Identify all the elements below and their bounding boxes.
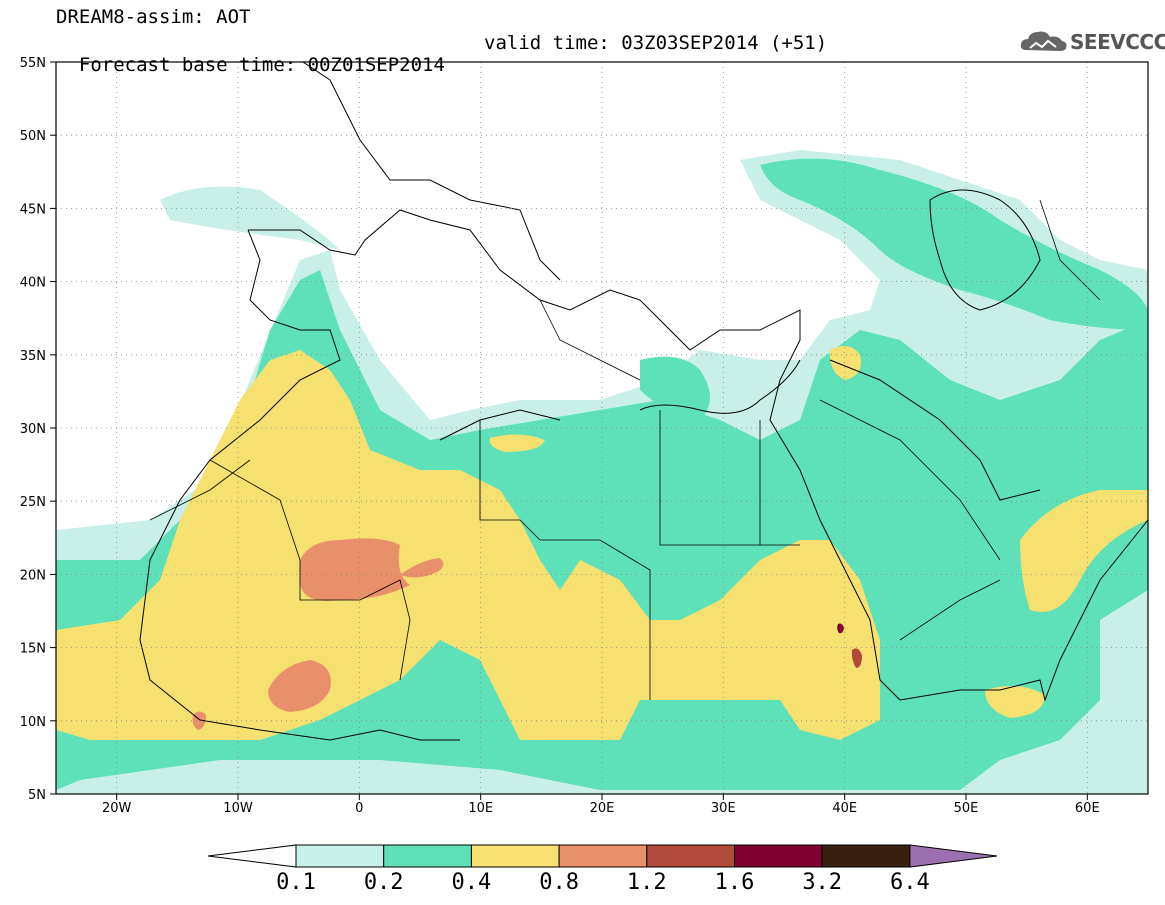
y-tick-40n: 40N <box>20 276 46 291</box>
tick-marks <box>50 61 1088 800</box>
colorbar-label-3.2: 3.2 <box>802 870 843 895</box>
colorbar-bin-0.8-1.2 <box>558 844 648 868</box>
graticule <box>56 62 1148 794</box>
y-tick-labels: 5N 10N 15N 20N 25N 30N 35N 40N 45N 50N 5… <box>20 56 46 803</box>
aot-contour-0.4 <box>56 346 1148 740</box>
colorbar-under-triangle <box>207 844 297 868</box>
forecast-time-line: Forecast base time: 00Z01SEP2014 valid t… <box>56 32 827 98</box>
map-title: DREAM8-assim: AOT <box>56 6 251 28</box>
colorbar-label-1.6: 1.6 <box>714 870 755 895</box>
y-tick-15n: 15N <box>20 642 46 657</box>
colorbar-bin-0.2-0.4 <box>383 844 472 868</box>
y-tick-35n: 35N <box>20 349 46 364</box>
seevccc-logo: SEEVCCC <box>1018 26 1165 56</box>
colorbar-bin-0.1-0.2 <box>295 844 385 868</box>
logo-text: SEEVCCC <box>1070 30 1165 54</box>
colorbar-label-6.4: 6.4 <box>890 870 930 895</box>
colorbar-label-0.1: 0.1 <box>276 870 316 895</box>
colorbar-label-0.4: 0.4 <box>451 870 492 895</box>
x-tick-labels: 20W 10W 0 10E 20E 30E 40E 50E 60E <box>102 801 1100 816</box>
x-tick-40e: 40E <box>832 801 857 816</box>
x-tick-10w: 10W <box>223 801 253 816</box>
colorbar-bin-1.2-1.6 <box>646 844 735 868</box>
y-tick-55n: 55N <box>20 56 46 71</box>
x-tick-20w: 20W <box>102 801 132 816</box>
aot-contour-1.2 <box>851 648 862 668</box>
base-time: Forecast base time: 00Z01SEP2014 <box>78 54 445 76</box>
x-tick-60e: 60E <box>1075 801 1100 816</box>
cloud-icon <box>1020 31 1067 51</box>
y-tick-20n: 20N <box>20 568 46 583</box>
colorbar-bin-0.4-0.8 <box>470 844 560 868</box>
y-tick-5n: 5N <box>28 788 46 803</box>
y-tick-10n: 10N <box>20 715 46 730</box>
colorbar-label-0.8: 0.8 <box>539 870 579 895</box>
coastlines <box>139 62 1148 741</box>
x-tick-50e: 50E <box>954 801 979 816</box>
colorbar-label-0.2: 0.2 <box>363 870 404 895</box>
x-tick-30e: 30E <box>711 801 736 816</box>
colorbar-label-1.2: 1.2 <box>626 870 667 895</box>
y-tick-30n: 30N <box>20 422 46 437</box>
x-tick-0: 0 <box>355 801 363 816</box>
colorbar <box>207 844 998 868</box>
colorbar-bin-3.2-6.4 <box>821 844 911 868</box>
y-tick-50n: 50N <box>20 129 46 144</box>
y-tick-45n: 45N <box>20 202 46 217</box>
aot-contour-0.8 <box>192 538 444 730</box>
colorbar-over-triangle <box>909 844 998 868</box>
x-tick-20e: 20E <box>590 801 615 816</box>
colorbar-bin-1.6-3.2 <box>734 844 823 868</box>
y-tick-25n: 25N <box>20 495 46 510</box>
aot-contour-1.6 <box>837 623 844 634</box>
x-tick-10e: 10E <box>468 801 493 816</box>
valid-time: valid time: 03Z03SEP2014 (+51) <box>484 32 828 54</box>
political-borders <box>149 199 1101 700</box>
